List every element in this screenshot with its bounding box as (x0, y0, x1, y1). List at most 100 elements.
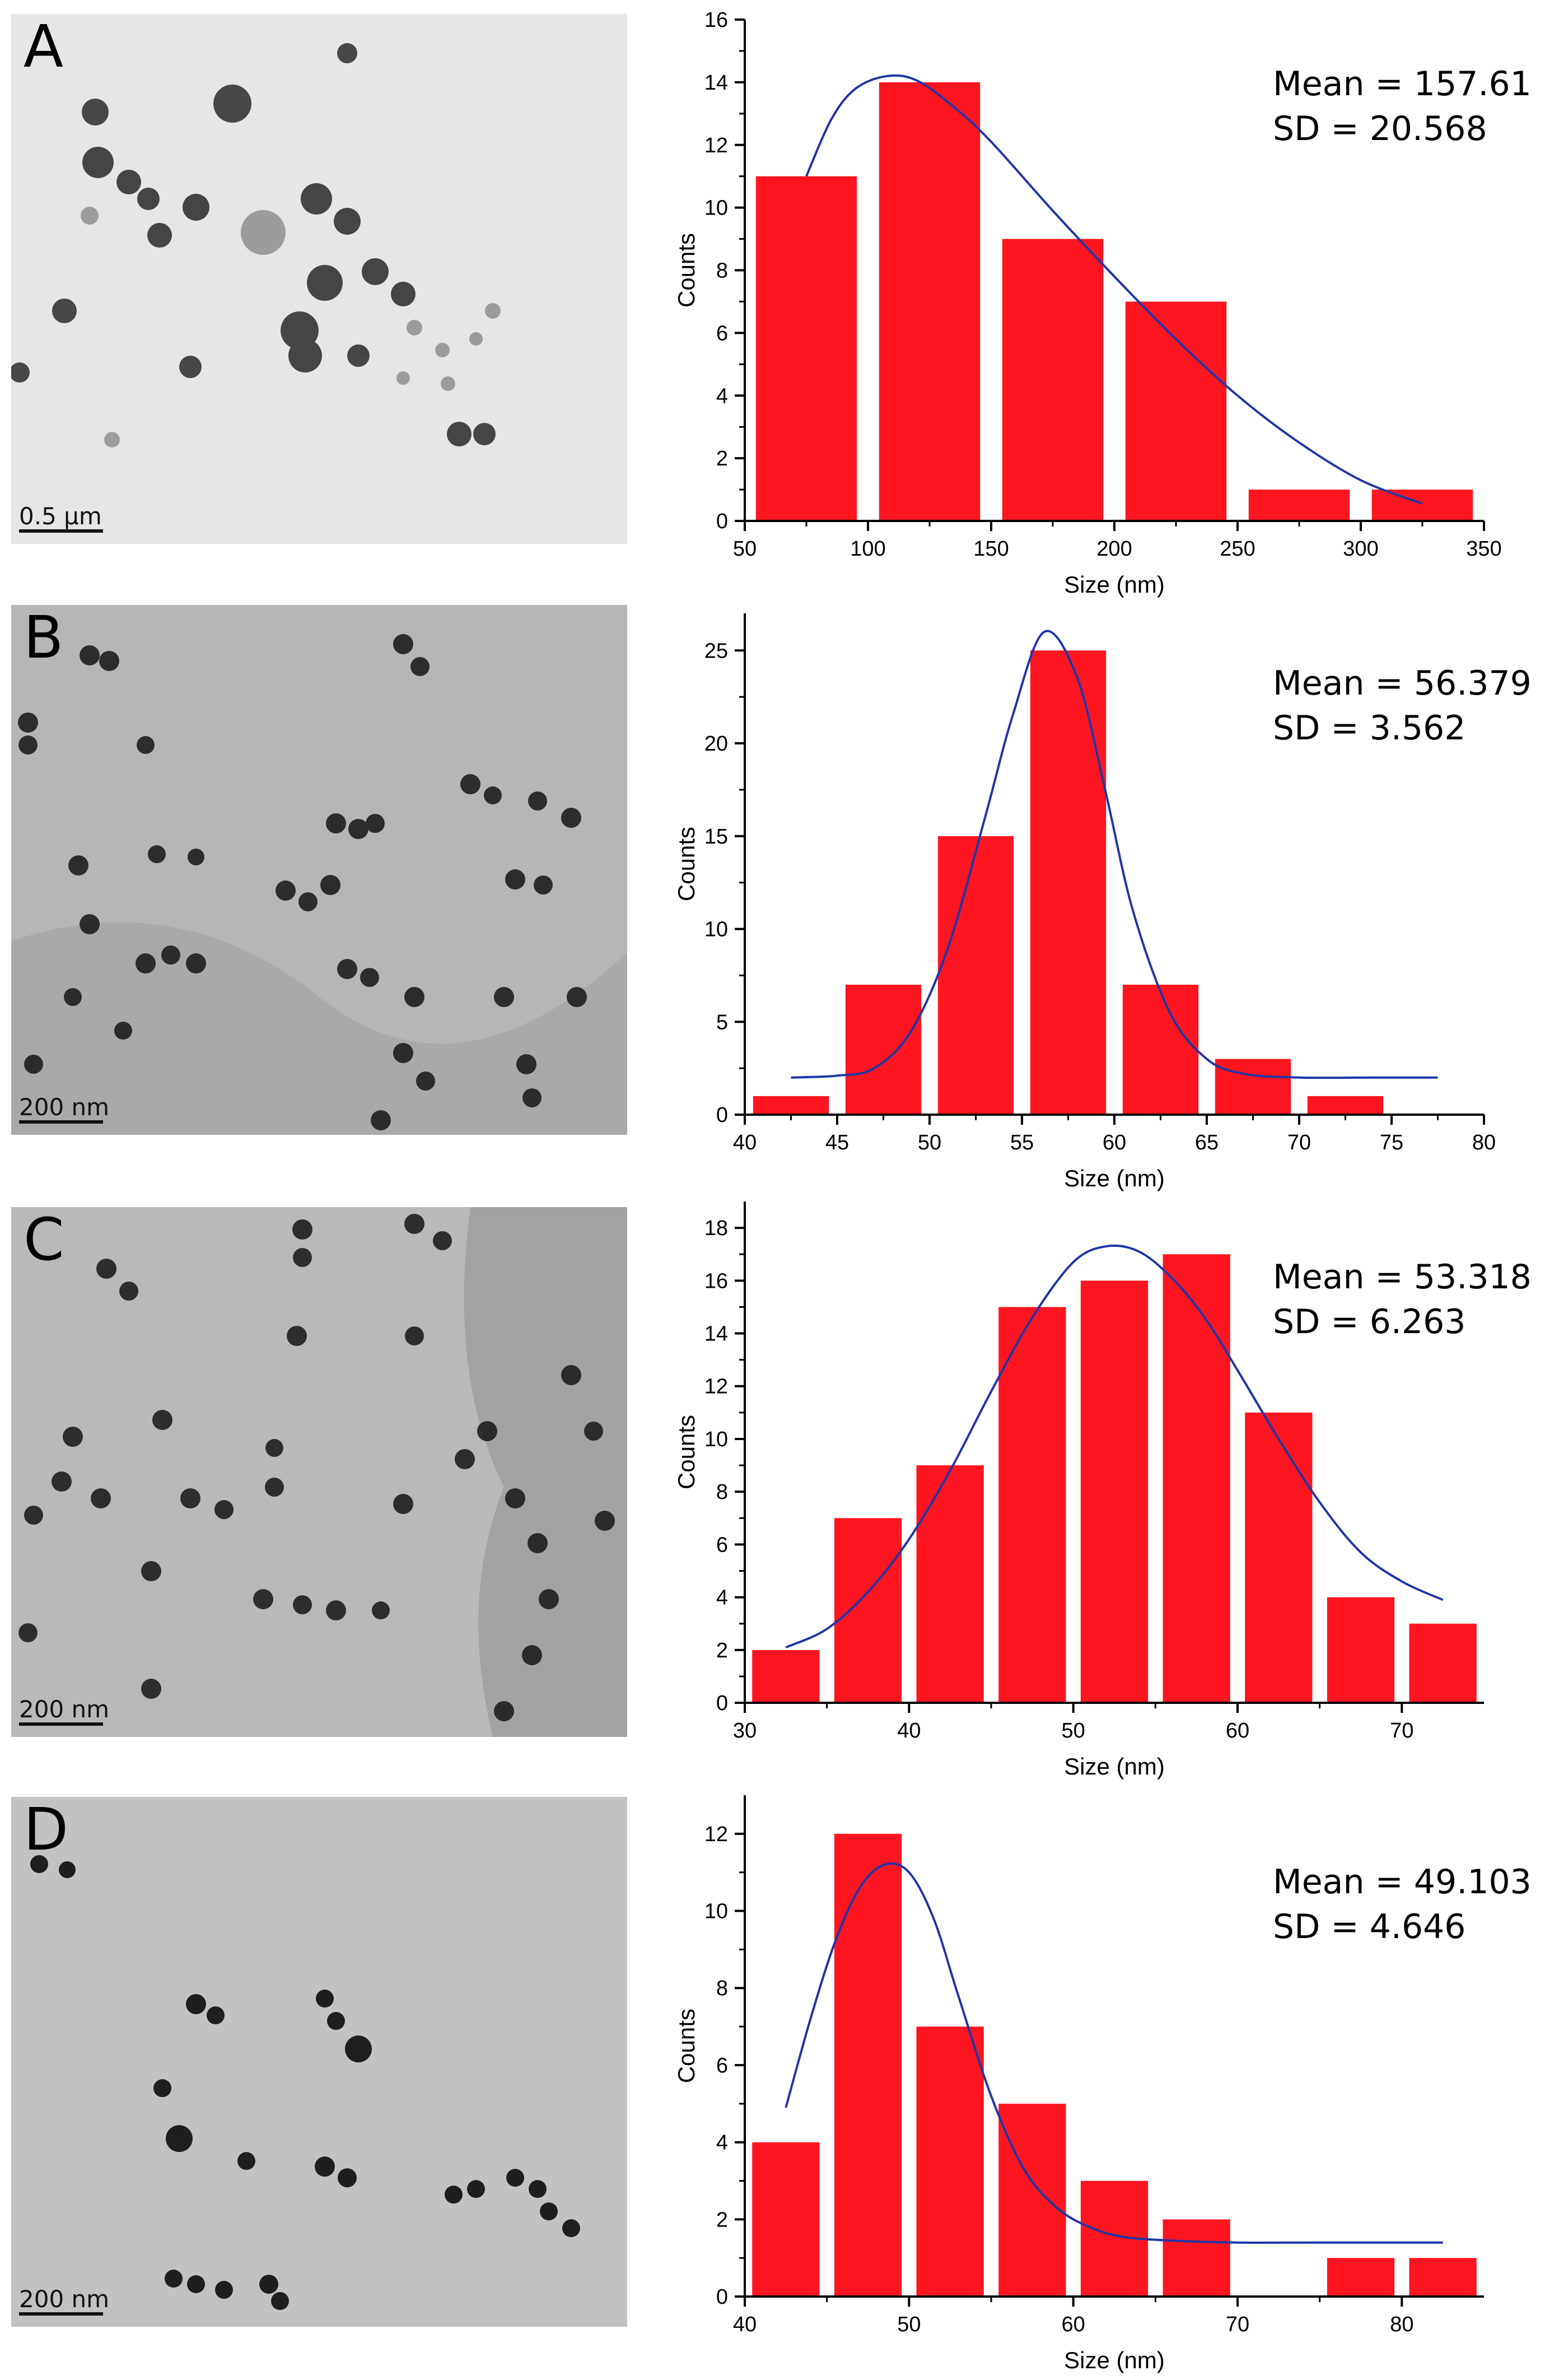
y-tick-label: 0 (716, 1103, 728, 1127)
x-tick-label: 70 (1226, 2313, 1249, 2336)
stats-box: Mean = 49.103 SD = 4.646 (1273, 1860, 1559, 1949)
x-tick-label: 40 (733, 2313, 757, 2336)
y-axis-title: Counts (673, 1415, 699, 1489)
scale-bar-line (19, 1120, 103, 1124)
y-tick-label: 2 (716, 1639, 728, 1662)
x-tick-label: 100 (850, 537, 885, 561)
y-tick-label: 10 (704, 1900, 728, 1923)
panel-d: D 200 nm 40 50 60 70 80 0 2 4 6 8 10 12 Size (nm) Cou… (0, 1776, 1559, 2373)
y-tick-label: 10 (704, 1428, 728, 1451)
scale-bar-label: 200 nm (19, 1696, 110, 1723)
histogram-bar (1030, 650, 1107, 1115)
tem-micrograph: B 200 nm (11, 605, 627, 1135)
scale-bar-line (19, 1722, 103, 1726)
y-tick-label: 4 (716, 2131, 728, 2155)
y-tick-label: 14 (704, 1322, 728, 1346)
histogram-bar (1409, 1623, 1477, 1703)
x-tick-label: 45 (825, 1131, 849, 1154)
histogram-bar (1163, 2219, 1230, 2297)
y-tick-label: 8 (716, 1977, 728, 2000)
gaussian-fit-curve (785, 1244, 1444, 1648)
mean-label: Mean = 49.103 (1273, 1862, 1532, 1902)
y-tick-label: 12 (704, 1823, 728, 1846)
x-tick-label: 40 (733, 1131, 757, 1154)
gaussian-fit-curve (791, 630, 1438, 1079)
y-tick-label: 12 (704, 1375, 728, 1399)
histogram-bar (834, 1833, 902, 2297)
x-tick-label: 250 (1220, 537, 1255, 561)
histogram-chart: 40 50 60 70 80 0 2 4 6 8 10 12 Size (nm) Counts Mean … (655, 1776, 1559, 2373)
y-tick-label: 15 (704, 825, 728, 849)
histogram-bar (755, 176, 857, 521)
histogram-chart: 40 45 50 55 60 65 70 75 80 0 5 10 15 20 25 Size (nm) Cou… (655, 594, 1559, 1191)
scale-bar: 200 nm (19, 2288, 109, 2316)
histogram-bar (1327, 1597, 1395, 1703)
sd-label: SD = 6.263 (1273, 1302, 1466, 1342)
y-tick-label: 6 (716, 322, 728, 345)
x-tick-label: 65 (1195, 1131, 1219, 1154)
gaussian-fit-curve (805, 74, 1423, 505)
stats-box: Mean = 53.318 SD = 6.263 (1273, 1255, 1559, 1344)
scale-bar-line (19, 529, 103, 533)
y-tick-label: 16 (704, 8, 728, 32)
histogram-svg: 40 45 50 55 60 65 70 75 80 0 5 10 15 20 25 Size (nm) Cou… (673, 613, 1496, 1191)
y-tick-label: 5 (716, 1010, 728, 1034)
y-tick-label: 6 (716, 2054, 728, 2078)
histogram-svg: 50 100 150 200 250 300 350 0 2 4 6 8 10 12 14 16 Size (n… (673, 8, 1502, 598)
histogram-bar (1307, 1096, 1384, 1115)
sd-label: SD = 3.562 (1273, 709, 1466, 748)
histogram-bar (1409, 2258, 1477, 2297)
y-tick-label: 0 (716, 1692, 728, 1715)
panel-letter: D (24, 1797, 69, 1864)
histogram-chart: 50 100 150 200 250 300 350 0 2 4 6 8 10 12 14 16 Size (n… (655, 0, 1559, 598)
histogram-bar (1002, 239, 1104, 521)
y-tick-label: 8 (716, 1480, 728, 1504)
y-tick-label: 2 (716, 2208, 728, 2232)
x-tick-label: 60 (1062, 2313, 1085, 2336)
histogram-svg: 40 50 60 70 80 0 2 4 6 8 10 12 Size (nm) Counts (673, 1795, 1484, 2373)
histogram-bar (998, 1307, 1066, 1703)
y-tick-label: 2 (716, 447, 728, 471)
y-axis-title: Counts (673, 233, 699, 308)
x-tick-label: 60 (1226, 1719, 1249, 1743)
mean-label: Mean = 53.318 (1273, 1257, 1532, 1297)
histogram-bar (1080, 1280, 1149, 1703)
scale-bar: 0.5 μm (19, 505, 103, 533)
histogram-svg: 30 40 50 60 70 0 2 4 6 8 10 12 14 16 18 Size (nm) Counts (673, 1201, 1484, 1780)
histogram-bar (845, 984, 922, 1115)
x-tick-label: 80 (1390, 2313, 1413, 2336)
y-tick-label: 8 (716, 259, 728, 283)
x-tick-label: 70 (1287, 1131, 1311, 1154)
scale-bar: 200 nm (19, 1698, 109, 1726)
scale-bar-label: 200 nm (19, 2285, 110, 2313)
tem-micrograph: C 200 nm (11, 1207, 627, 1737)
x-tick-label: 40 (897, 1719, 921, 1743)
histogram-bar (1215, 1059, 1291, 1115)
x-axis-title: Size (nm) (1064, 1753, 1165, 1780)
y-tick-label: 10 (704, 197, 728, 220)
x-tick-label: 60 (1103, 1131, 1126, 1154)
y-tick-label: 20 (704, 732, 728, 756)
histogram-bar (1371, 490, 1473, 521)
histogram-bar (879, 82, 981, 521)
histogram-bar (1163, 1254, 1230, 1703)
panel-c: C 200 nm 30 40 50 60 70 0 2 4 6 8 10 12 14 16 18 Size (… (0, 1182, 1559, 1780)
y-tick-label: 14 (704, 71, 728, 95)
x-tick-label: 75 (1380, 1131, 1403, 1154)
mean-label: Mean = 56.379 (1273, 664, 1532, 703)
x-axis-title: Size (nm) (1064, 571, 1165, 598)
y-tick-label: 4 (716, 384, 728, 408)
histogram-bar (753, 1096, 829, 1115)
x-tick-label: 80 (1472, 1131, 1496, 1154)
y-axis-title: Counts (673, 827, 699, 901)
x-tick-label: 50 (733, 537, 757, 561)
x-tick-label: 150 (973, 537, 1009, 561)
y-tick-label: 4 (716, 1586, 728, 1610)
histogram-bar (998, 2103, 1066, 2297)
stats-box: Mean = 157.61 SD = 20.568 (1273, 62, 1559, 151)
histogram-bar (1245, 1412, 1313, 1703)
scale-bar-label: 200 nm (19, 1093, 110, 1121)
y-tick-label: 0 (716, 510, 728, 533)
y-tick-label: 25 (704, 639, 728, 663)
histogram-bar (1248, 490, 1350, 521)
